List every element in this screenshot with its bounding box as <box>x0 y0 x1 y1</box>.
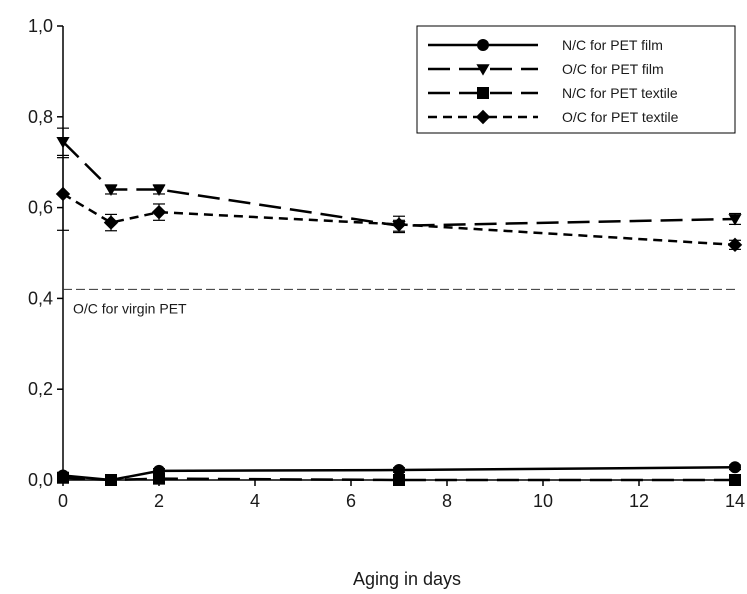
x-tick-label: 12 <box>629 491 649 511</box>
series-2 <box>57 471 741 486</box>
y-tick-label: 0,0 <box>28 470 53 490</box>
legend-marker <box>476 64 490 76</box>
axes: 0,0 0,2 0,4 0,6 0,8 1,0 0 2 4 6 8 10 12 14 <box>28 16 745 511</box>
x-tick-label: 8 <box>442 491 452 511</box>
legend-label: N/C for PET film <box>562 37 663 53</box>
data-point <box>105 474 117 486</box>
y-tick-label: 0,2 <box>28 379 53 399</box>
data-point <box>153 472 165 485</box>
data-point <box>393 474 405 486</box>
series-line <box>62 140 736 228</box>
y-tick-label: 0,4 <box>28 288 53 308</box>
data-point <box>57 471 69 484</box>
data-point <box>103 215 119 230</box>
data-point <box>729 474 741 486</box>
legend-label: N/C for PET textile <box>562 85 678 101</box>
x-tick-label: 2 <box>154 491 164 511</box>
legend-marker <box>477 87 489 99</box>
x-axis-title: Aging in days <box>353 569 461 589</box>
series-line <box>62 192 736 247</box>
data-point <box>727 237 743 253</box>
y-tick-label: 0,6 <box>28 198 53 218</box>
data-point <box>104 184 118 197</box>
legend-label: O/C for PET textile <box>562 109 679 125</box>
x-tick-label: 10 <box>533 491 553 511</box>
x-tick-label: 4 <box>250 491 260 511</box>
data-point <box>728 214 742 226</box>
virgin-pet-reference-label: O/C for virgin PET <box>73 300 187 316</box>
x-tick-label: 14 <box>725 491 745 511</box>
data-point <box>393 464 405 477</box>
data-point <box>55 186 71 202</box>
data-point <box>152 184 166 197</box>
x-tick-label: 0 <box>58 491 68 511</box>
data-point <box>391 217 407 232</box>
x-tick-label: 6 <box>346 491 356 511</box>
reference-line-group: O/C for virgin PET <box>63 288 735 316</box>
legend-marker <box>477 39 489 51</box>
series-3 <box>55 157 743 253</box>
series-group <box>55 127 743 486</box>
data-point <box>151 204 167 220</box>
y-tick-label: 0,8 <box>28 107 53 127</box>
legend-label: O/C for PET film <box>562 61 664 77</box>
data-point <box>729 461 741 474</box>
data-point <box>56 136 70 149</box>
y-tick-label: 1,0 <box>28 16 53 36</box>
legend-marker <box>475 109 491 125</box>
legend: N/C for PET film O/C for PET film N/C for … <box>416 25 736 134</box>
